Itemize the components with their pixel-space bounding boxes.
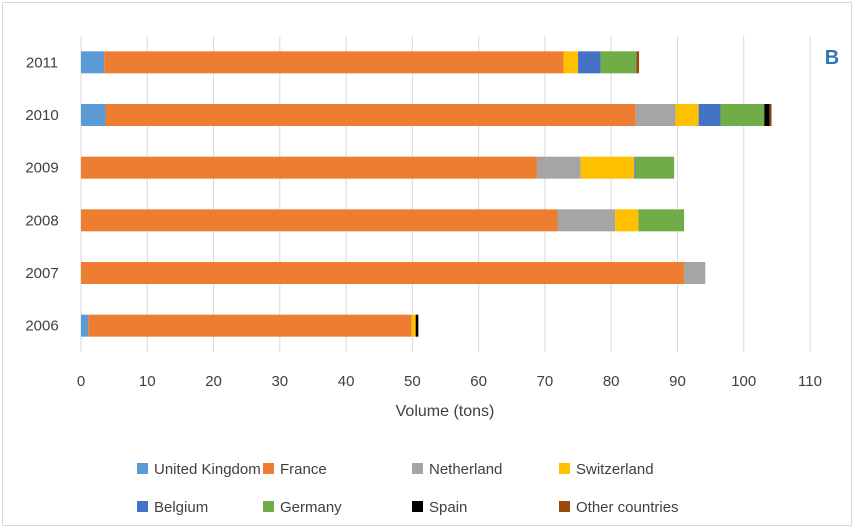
bar-segment-germany-2008 bbox=[638, 209, 685, 232]
bar-segment-switzerland-2010 bbox=[675, 104, 699, 126]
x-tick-label: 20 bbox=[205, 373, 222, 390]
bar-segment-belgium-2011 bbox=[578, 51, 601, 74]
x-tick-label: 50 bbox=[404, 373, 421, 390]
bars bbox=[81, 51, 772, 337]
x-tick-label: 90 bbox=[669, 373, 686, 390]
x-axis-label: Volume (tons) bbox=[396, 403, 495, 420]
bar-segment-france-2009 bbox=[81, 156, 537, 179]
bar-segment-france-2006 bbox=[88, 314, 412, 337]
legend-label: Switzerland bbox=[576, 461, 654, 478]
y-tick-labels: 2011 2010 2009 2008 2007 2006 bbox=[25, 54, 58, 334]
legend-swatch bbox=[137, 501, 148, 512]
bar-segment-switzerland-2008 bbox=[615, 209, 639, 232]
legend-label: Germany bbox=[280, 499, 342, 516]
panel-label: B bbox=[825, 47, 839, 69]
bar-segment-netherland-2008 bbox=[557, 209, 616, 232]
bar-segment-france-2008 bbox=[81, 209, 558, 232]
bar-segment-switzerland-2006 bbox=[411, 314, 416, 337]
y-tick-label: 2007 bbox=[25, 265, 58, 282]
bar-segment-united-kingdom-2006 bbox=[81, 314, 89, 337]
legend-swatch bbox=[137, 463, 148, 474]
bar-segment-france-2007 bbox=[81, 262, 685, 284]
legend-label: Spain bbox=[429, 499, 467, 516]
bar-segment-netherland-2007 bbox=[684, 262, 706, 284]
bar-segment-france-2010 bbox=[105, 104, 636, 126]
legend-label: Other countries bbox=[576, 499, 679, 516]
x-tick-label: 100 bbox=[731, 373, 756, 390]
bar-segment-germany-2011 bbox=[600, 51, 637, 74]
x-tick-label: 70 bbox=[537, 373, 554, 390]
bar-segment-netherland-2009 bbox=[536, 156, 581, 179]
legend-label: United Kingdom bbox=[154, 461, 261, 478]
bar-segment-switzerland-2011 bbox=[563, 51, 579, 74]
bar-segment-spain-2010 bbox=[764, 104, 770, 126]
bar-segment-other-countries-2011 bbox=[636, 51, 640, 74]
x-tick-label: 110 bbox=[798, 373, 822, 390]
y-tick-label: 2009 bbox=[25, 160, 58, 177]
bar-segment-united-kingdom-2010 bbox=[81, 104, 106, 126]
x-tick-label: 80 bbox=[603, 373, 620, 390]
legend-label: France bbox=[280, 461, 327, 478]
y-tick-label: 2011 bbox=[26, 54, 58, 71]
bar-segment-other-countries-2010 bbox=[769, 104, 772, 126]
x-tick-label: 60 bbox=[470, 373, 487, 390]
legend-swatch bbox=[263, 463, 274, 474]
bar-segment-belgium-2010 bbox=[698, 104, 721, 126]
x-tick-label: 30 bbox=[271, 373, 288, 390]
x-tick-label: 0 bbox=[77, 373, 85, 390]
bar-segment-germany-2009 bbox=[635, 156, 675, 179]
bar-segment-spain-2006 bbox=[415, 314, 419, 337]
legend-swatch bbox=[412, 463, 423, 474]
y-tick-label: 2010 bbox=[25, 107, 58, 124]
legend-swatch bbox=[412, 501, 423, 512]
legend-swatch bbox=[559, 463, 570, 474]
y-tick-label: 2008 bbox=[25, 212, 58, 229]
legend-swatch bbox=[263, 501, 274, 512]
legend-label: Belgium bbox=[154, 499, 208, 516]
y-tick-label: 2006 bbox=[25, 318, 58, 335]
bar-segment-germany-2010 bbox=[720, 104, 765, 126]
bar-segment-switzerland-2009 bbox=[580, 156, 635, 179]
legend-swatch bbox=[559, 501, 570, 512]
x-tick-labels: 0 10 20 30 40 50 60 70 80 90 100 110 bbox=[77, 373, 822, 390]
bar-segment-belgium-2009 bbox=[634, 156, 636, 179]
x-tick-label: 10 bbox=[139, 373, 156, 390]
legend: United Kingdom France Netherland Switzerlan… bbox=[137, 461, 679, 516]
bar-segment-france-2011 bbox=[104, 51, 564, 74]
bar-segment-united-kingdom-2011 bbox=[81, 51, 105, 74]
gridlines bbox=[80, 36, 811, 352]
bar-segment-netherland-2010 bbox=[635, 104, 676, 126]
legend-label: Netherland bbox=[429, 461, 502, 478]
x-tick-label: 40 bbox=[338, 373, 355, 390]
